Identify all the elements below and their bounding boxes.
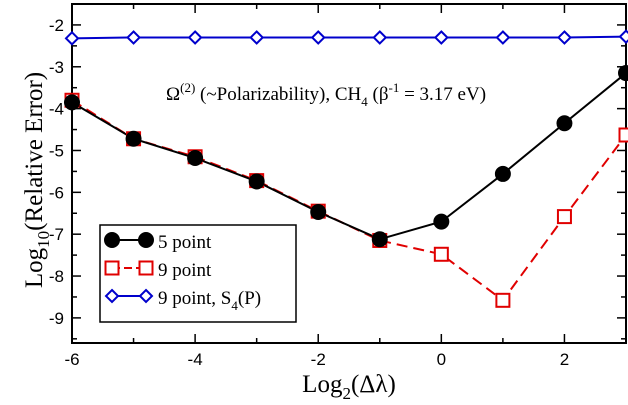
y-tick-label: -9 <box>49 309 64 328</box>
legend-label-5-point: 5 point <box>158 232 212 253</box>
y-tick-label: -6 <box>49 183 64 202</box>
data-point-series-3 <box>495 30 511 45</box>
legend-marker-1 <box>104 232 120 248</box>
data-point-series-3 <box>557 30 572 45</box>
data-point-series-3 <box>187 30 203 45</box>
y-tick-label: -8 <box>49 267 64 286</box>
x-tick-label: -4 <box>188 350 203 369</box>
y-tick-label: -5 <box>49 141 64 160</box>
series-line-3 <box>71 35 627 40</box>
data-point-series-2 <box>495 292 511 308</box>
data-point-series-1 <box>310 204 327 221</box>
series-layer <box>64 29 628 308</box>
data-point-series-1 <box>371 231 388 248</box>
x-tick-label: -6 <box>64 350 79 369</box>
data-point-series-3 <box>126 30 141 45</box>
data-point-series-3 <box>310 30 326 45</box>
data-point-series-1 <box>556 115 573 132</box>
data-point-series-1 <box>187 150 204 167</box>
x-tick-label: 2 <box>560 350 569 369</box>
y-tick-label: -2 <box>49 16 64 35</box>
legend-marker-1 <box>138 232 154 248</box>
data-point-series-3 <box>249 30 265 45</box>
data-point-series-2 <box>433 246 449 262</box>
y-tick-label: -3 <box>49 58 64 77</box>
data-point-series-1 <box>433 213 450 230</box>
y-axis-title: Log10(Relative Error) <box>21 72 53 288</box>
data-point-series-3 <box>618 29 628 45</box>
x-tick-label: -2 <box>311 350 326 369</box>
x-tick-label: 0 <box>437 350 446 369</box>
legend-marker-2 <box>138 260 154 276</box>
legend-samples <box>104 232 154 304</box>
series-line-1 <box>71 72 627 241</box>
x-axis-title: Log2(Δλ) <box>302 371 396 403</box>
data-point-series-2 <box>556 209 572 225</box>
data-point-series-1 <box>494 165 511 182</box>
data-point-series-3 <box>433 30 449 45</box>
data-point-series-3 <box>64 30 80 46</box>
legend-label-9-point: 9 point <box>158 260 212 281</box>
legend-marker-2 <box>104 260 120 276</box>
legend: 5 point 9 point 9 point, S4(P) <box>99 224 297 323</box>
y-tick-label: -7 <box>49 225 64 244</box>
y-tick-label: -4 <box>49 100 64 119</box>
data-point-series-2 <box>618 127 628 143</box>
data-point-series-1 <box>618 65 628 82</box>
annotation-text: Ω(2) (~Polarizability), CH4 (β-1 = 3.17 … <box>166 80 486 109</box>
legend-box <box>99 224 297 323</box>
data-point-series-1 <box>125 130 142 147</box>
axis-ticks: -6 -4 -2 0 2 -9 -8 -7 -6 -5 -4 -3 -2 <box>49 3 627 369</box>
legend-marker-3 <box>138 288 154 304</box>
legend-label-9-point-s4p: 9 point, S4(P) <box>158 288 261 313</box>
data-point-series-1 <box>248 173 265 190</box>
data-point-series-1 <box>64 94 80 111</box>
legend-marker-3 <box>104 288 120 304</box>
plot-frame <box>71 3 627 344</box>
data-point-series-3 <box>372 30 388 45</box>
